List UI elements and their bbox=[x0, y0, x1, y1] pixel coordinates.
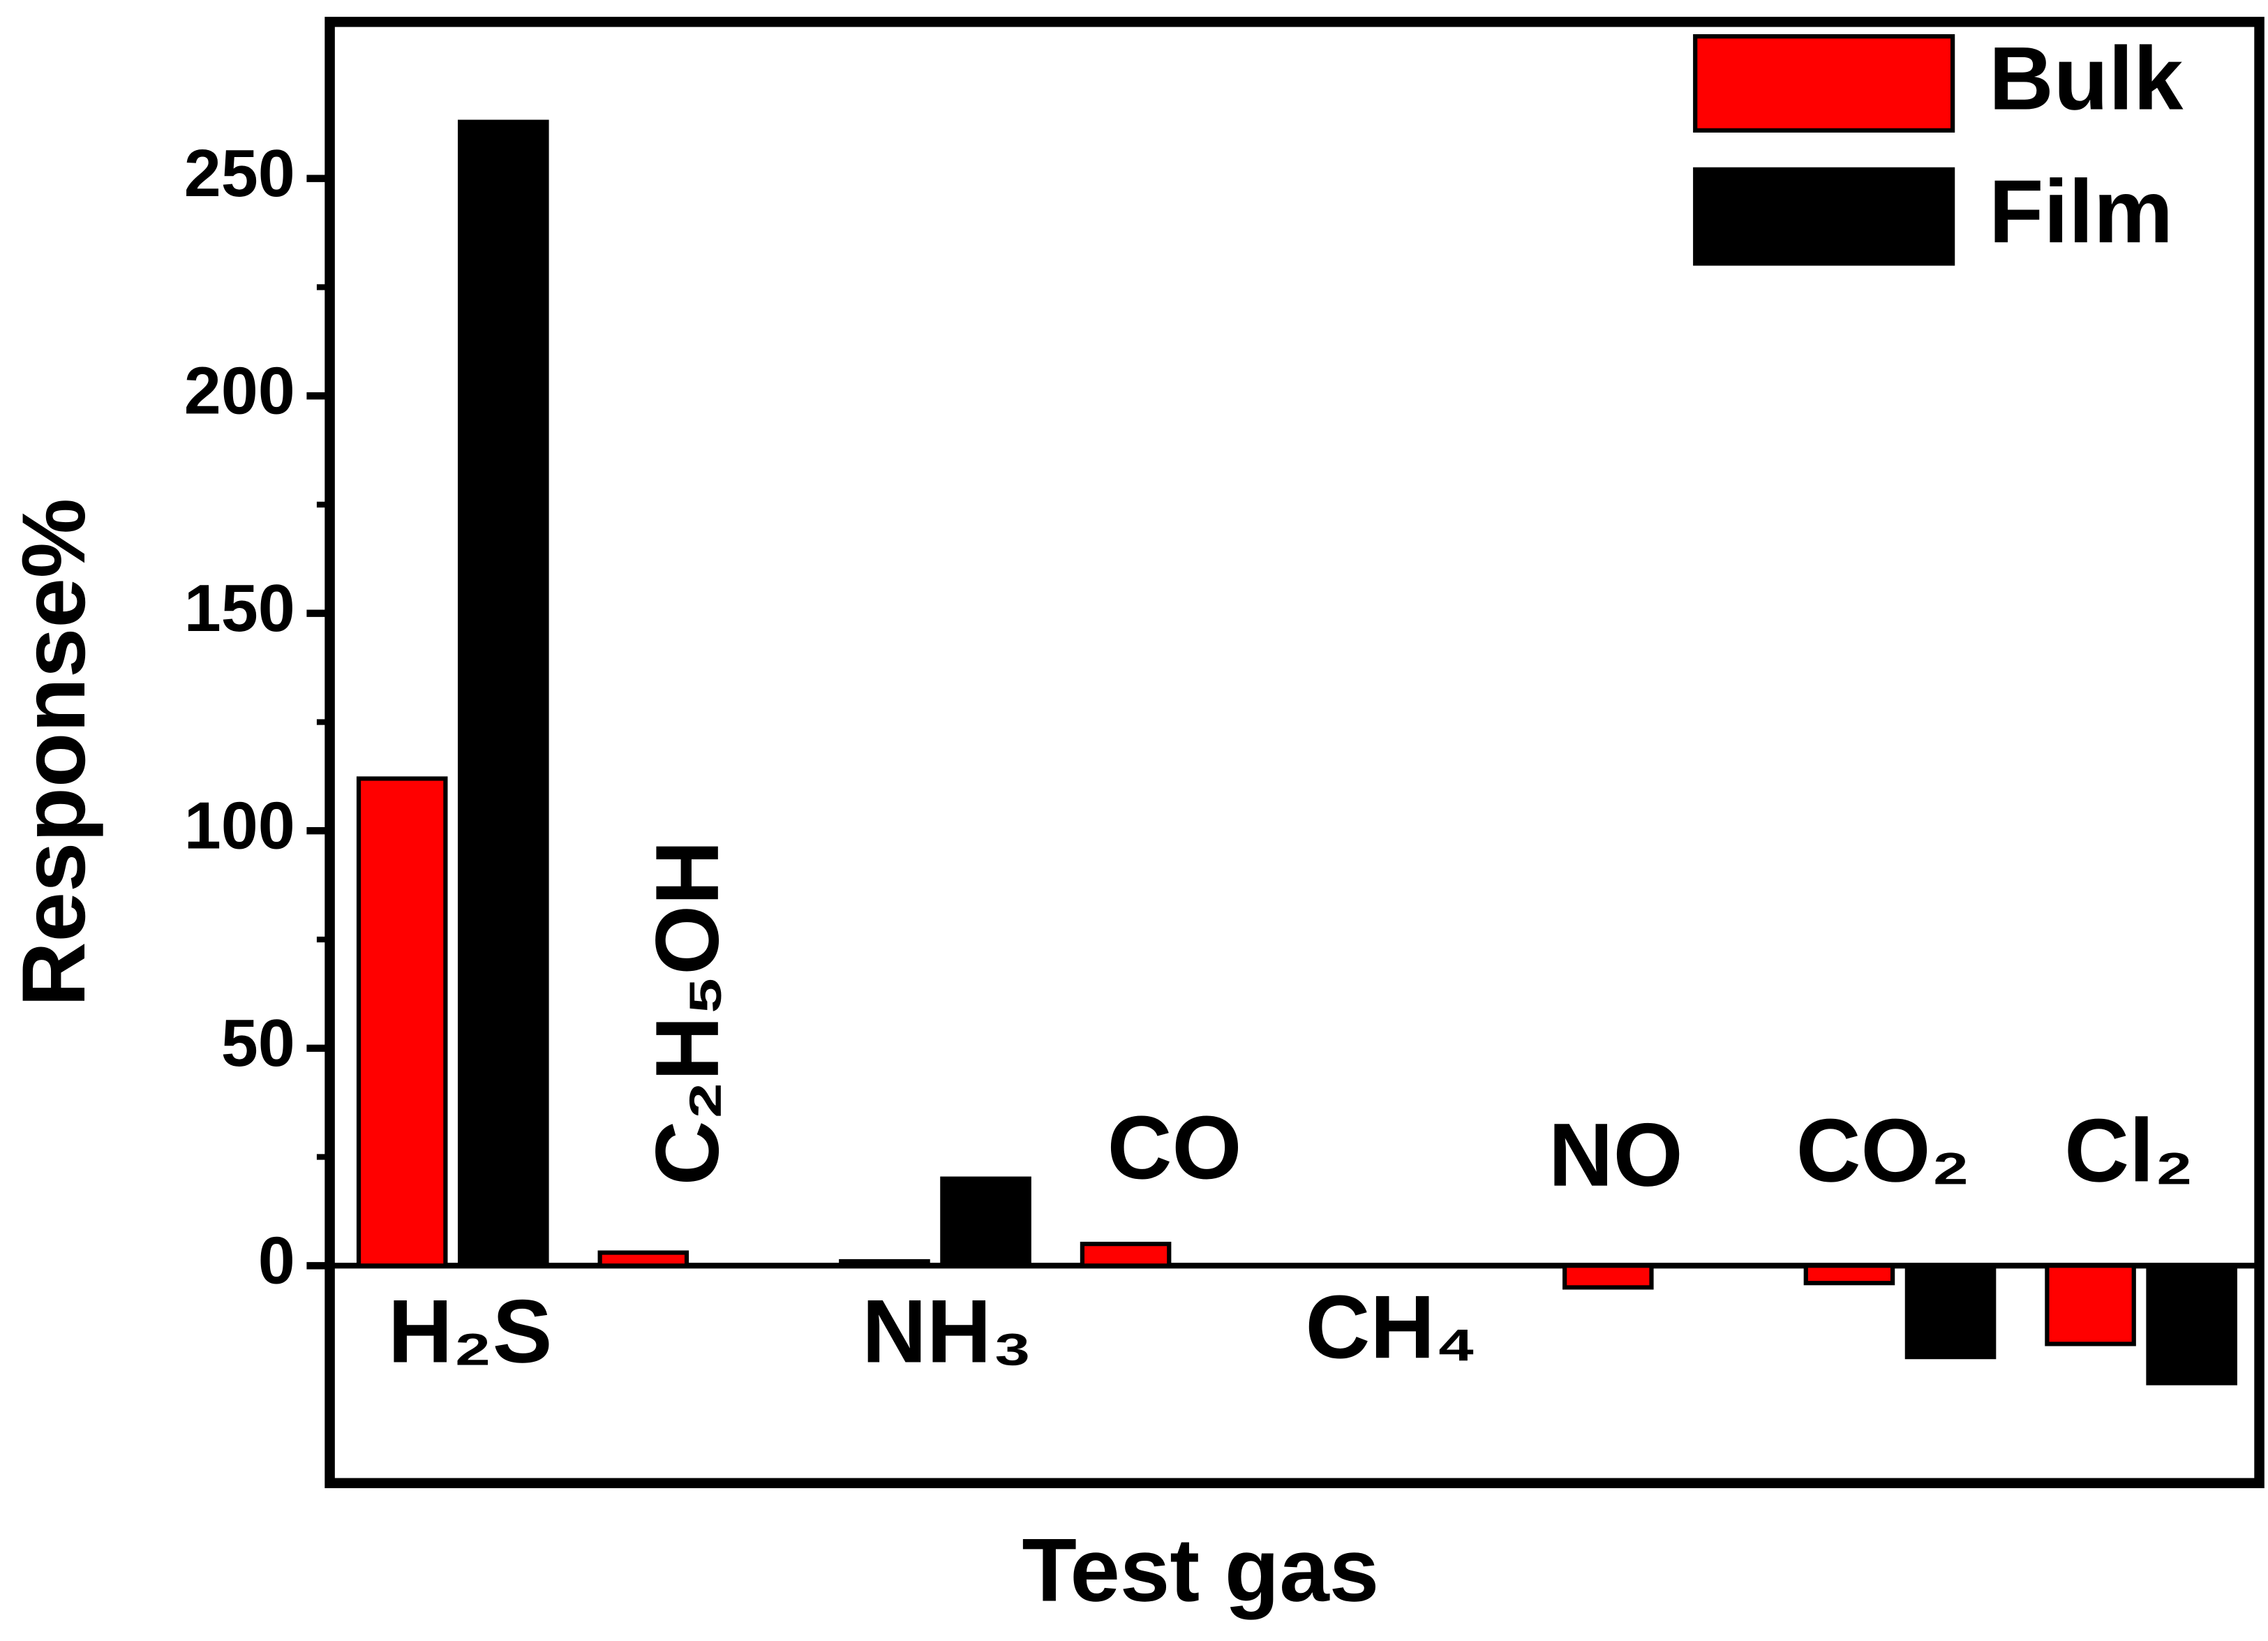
y-tick-label: 100 bbox=[184, 789, 295, 863]
y-tick-label: 200 bbox=[184, 354, 295, 428]
category-label: CO bbox=[1107, 1098, 1242, 1198]
y-axis-label: Response% bbox=[4, 498, 104, 1007]
legend-swatch bbox=[1693, 34, 1955, 133]
bar bbox=[458, 119, 549, 1268]
category-label: H₂S bbox=[388, 1282, 553, 1381]
bar bbox=[2146, 1263, 2237, 1386]
y-tick-label: 50 bbox=[221, 1007, 295, 1081]
legend: Bulk Film bbox=[1693, 29, 2184, 266]
bar bbox=[1080, 1242, 1172, 1268]
y-tick-label: 0 bbox=[258, 1224, 295, 1298]
x-axis-label: Test gas bbox=[1022, 1520, 1379, 1620]
category-label: NH₃ bbox=[862, 1282, 1033, 1381]
category-label: Cl₂ bbox=[2064, 1101, 2194, 1201]
bar bbox=[1562, 1263, 1654, 1290]
bar bbox=[839, 1258, 930, 1268]
y-tick-label: 250 bbox=[184, 137, 295, 211]
bar bbox=[2045, 1263, 2136, 1346]
category-label: NO bbox=[1549, 1106, 1683, 1205]
category-label: CO₂ bbox=[1796, 1101, 1971, 1201]
legend-label: Film bbox=[1989, 162, 2173, 262]
y-tick-label: 150 bbox=[184, 572, 295, 646]
bar bbox=[940, 1176, 1031, 1268]
legend-label: Bulk bbox=[1989, 29, 2184, 129]
bar bbox=[597, 1250, 689, 1268]
category-label: C₂H₅OH bbox=[638, 840, 738, 1185]
legend-swatch bbox=[1693, 167, 1955, 266]
bar bbox=[1904, 1263, 1997, 1360]
bar bbox=[1803, 1263, 1895, 1286]
category-label: CH₄ bbox=[1306, 1277, 1478, 1377]
bar bbox=[356, 776, 448, 1268]
plot-frame bbox=[324, 17, 2265, 1489]
